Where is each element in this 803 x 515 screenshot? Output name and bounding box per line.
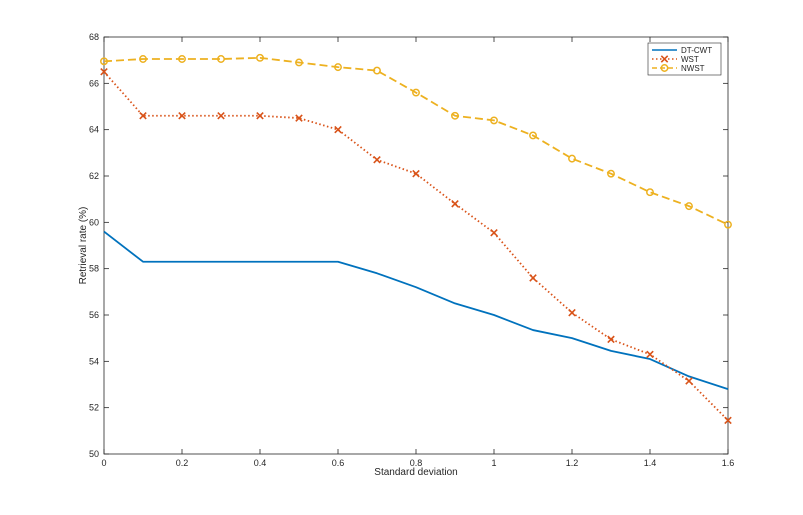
- data-point: [646, 188, 654, 197]
- y-tick-label: 50: [89, 449, 99, 459]
- legend-label: WST: [681, 55, 699, 64]
- x-tick-label: 0.6: [332, 458, 345, 468]
- x-tick-label: 1.2: [566, 458, 579, 468]
- data-point: [529, 274, 537, 282]
- legend-marker: [660, 64, 669, 72]
- data-point: [568, 308, 576, 317]
- legend-label: NWST: [681, 64, 705, 73]
- y-tick-label: 56: [89, 310, 99, 320]
- legend-label: DT-CWT: [681, 46, 712, 55]
- y-axis-label: Retrieval rate (%): [78, 207, 89, 285]
- data-point: [568, 154, 576, 163]
- data-point: [451, 200, 459, 208]
- y-tick-label: 52: [89, 403, 99, 413]
- data-point: [724, 416, 732, 425]
- x-axis-label: Standard deviation: [374, 467, 457, 478]
- x-tick-label: 0.2: [176, 458, 189, 468]
- data-point: [139, 112, 147, 120]
- x-tick-label: 0: [101, 458, 106, 468]
- data-point: [451, 111, 459, 120]
- series-line: [103, 56, 729, 226]
- y-tick-label: 54: [89, 356, 99, 366]
- data-point: [646, 350, 654, 359]
- data-point: [217, 55, 225, 63]
- data-point: [685, 377, 693, 385]
- x-tick-label: 1.4: [644, 458, 657, 468]
- data-point: [334, 63, 342, 72]
- data-point: [529, 131, 537, 140]
- data-point: [178, 55, 186, 63]
- axis-ticks: 0 0.2 0.4 0.6 0.8 1 1.2 1.4 1.6 50 52 54 56 58 60 62 64 6…: [89, 32, 734, 468]
- data-point: [178, 112, 186, 120]
- data-point: [490, 116, 498, 125]
- data-point: [139, 55, 147, 63]
- y-tick-label: 60: [89, 217, 99, 227]
- data-point: [607, 335, 615, 344]
- series-lines: [100, 53, 732, 425]
- data-point: [724, 220, 732, 229]
- data-point: [256, 112, 264, 120]
- data-point: [100, 67, 108, 76]
- y-tick-label: 68: [89, 32, 99, 42]
- data-point: [217, 112, 225, 120]
- data-point: [295, 114, 303, 122]
- legend-item: WST: [652, 55, 699, 64]
- y-tick-label: 66: [89, 78, 99, 88]
- x-tick-label: 1.6: [722, 458, 735, 468]
- data-point: [100, 57, 108, 66]
- data-point: [373, 156, 381, 164]
- x-tick-label: 0.8: [410, 458, 423, 468]
- legend-marker: [660, 55, 669, 63]
- y-tick-label: 62: [89, 171, 99, 181]
- series-wst: [100, 67, 732, 425]
- legend-item: NWST: [652, 64, 705, 73]
- x-tick-label: 1: [491, 458, 496, 468]
- data-point: [490, 228, 498, 237]
- data-point: [685, 202, 693, 211]
- data-point: [256, 53, 264, 62]
- data-point: [295, 58, 303, 67]
- data-point: [412, 88, 420, 97]
- series-nwst: [100, 53, 732, 229]
- series-line: [103, 230, 729, 390]
- plot-area: [103, 36, 729, 455]
- series-line: [103, 71, 729, 422]
- y-tick-label: 58: [89, 264, 99, 274]
- x-tick-label: 0.4: [254, 458, 267, 468]
- data-point: [334, 125, 342, 134]
- data-point: [373, 66, 381, 75]
- data-point: [412, 169, 420, 178]
- data-point: [607, 169, 615, 178]
- y-tick-label: 64: [89, 125, 99, 135]
- series-dt-cwt: [103, 230, 729, 390]
- legend-item: DT-CWT: [652, 46, 712, 55]
